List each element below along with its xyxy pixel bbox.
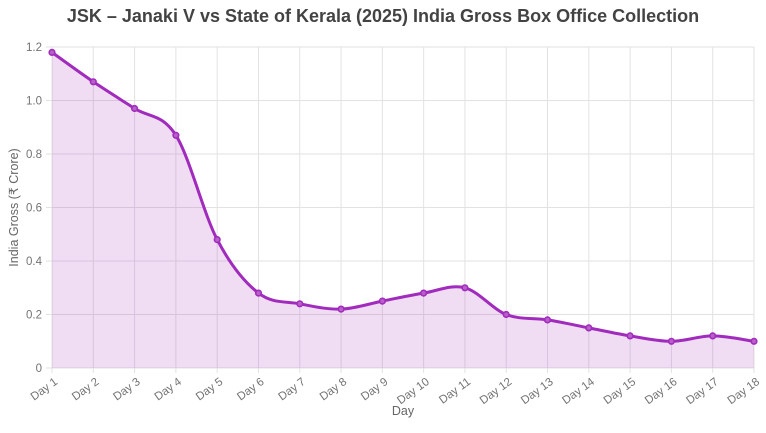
data-point [131, 104, 139, 113]
data-point [420, 289, 428, 297]
data-point [48, 48, 56, 57]
chart-title: JSK – Janaki V vs State of Kerala (2025)… [66, 6, 700, 26]
y-tick-label: 0.8 [26, 149, 42, 161]
x-tick-label: Day 8 [318, 376, 349, 403]
x-tick-label: Day 16 [643, 376, 680, 407]
data-point [585, 324, 593, 332]
x-tick-label: Day 2 [70, 376, 101, 403]
x-tick-label: Day 14 [560, 376, 597, 407]
gridlines [46, 46, 755, 373]
data-point [378, 297, 387, 305]
y-tick-label: 0.2 [26, 310, 42, 322]
x-tick-label: Day 18 [726, 376, 763, 407]
x-tick-label: Day 13 [519, 376, 556, 407]
data-point [89, 78, 97, 86]
x-tick-label: Day 9 [359, 376, 390, 403]
data-point [543, 316, 552, 324]
data-point [254, 289, 263, 297]
data-point [667, 337, 676, 345]
data-point [213, 236, 221, 244]
data-point [461, 284, 469, 292]
data-point [337, 305, 345, 313]
x-tick-label: Day 11 [437, 376, 473, 407]
area-series [48, 48, 758, 369]
x-tick-label: Day 3 [111, 376, 142, 403]
y-tick-label: 0.4 [26, 256, 43, 268]
x-axis-title: Day [392, 404, 415, 418]
x-tick-label: Day 10 [395, 376, 432, 407]
area-fill [52, 52, 754, 369]
y-tick-label: 1.2 [26, 42, 42, 54]
y-tick-label: 1.0 [26, 96, 42, 108]
data-point [626, 332, 634, 340]
data-point [502, 310, 510, 319]
data-point [709, 332, 717, 340]
y-tick-label: 0.6 [26, 203, 42, 215]
x-tick-label: Day 4 [153, 376, 185, 404]
x-tick-label: Day 6 [235, 376, 266, 403]
y-tick-label: 0 [36, 363, 42, 375]
x-tick-label: Day 15 [602, 376, 639, 407]
data-point [172, 131, 180, 139]
x-tick-label: Day 12 [478, 376, 515, 407]
y-axis-title: India Gross (₹ Crore) [7, 148, 21, 266]
x-tick-label: Day 7 [277, 376, 308, 403]
data-point [750, 337, 758, 345]
x-tick-label: Day 17 [684, 376, 721, 407]
x-tick-label: Day 5 [194, 376, 225, 403]
x-tick-label: Day 1 [29, 376, 60, 403]
data-point [296, 300, 304, 308]
